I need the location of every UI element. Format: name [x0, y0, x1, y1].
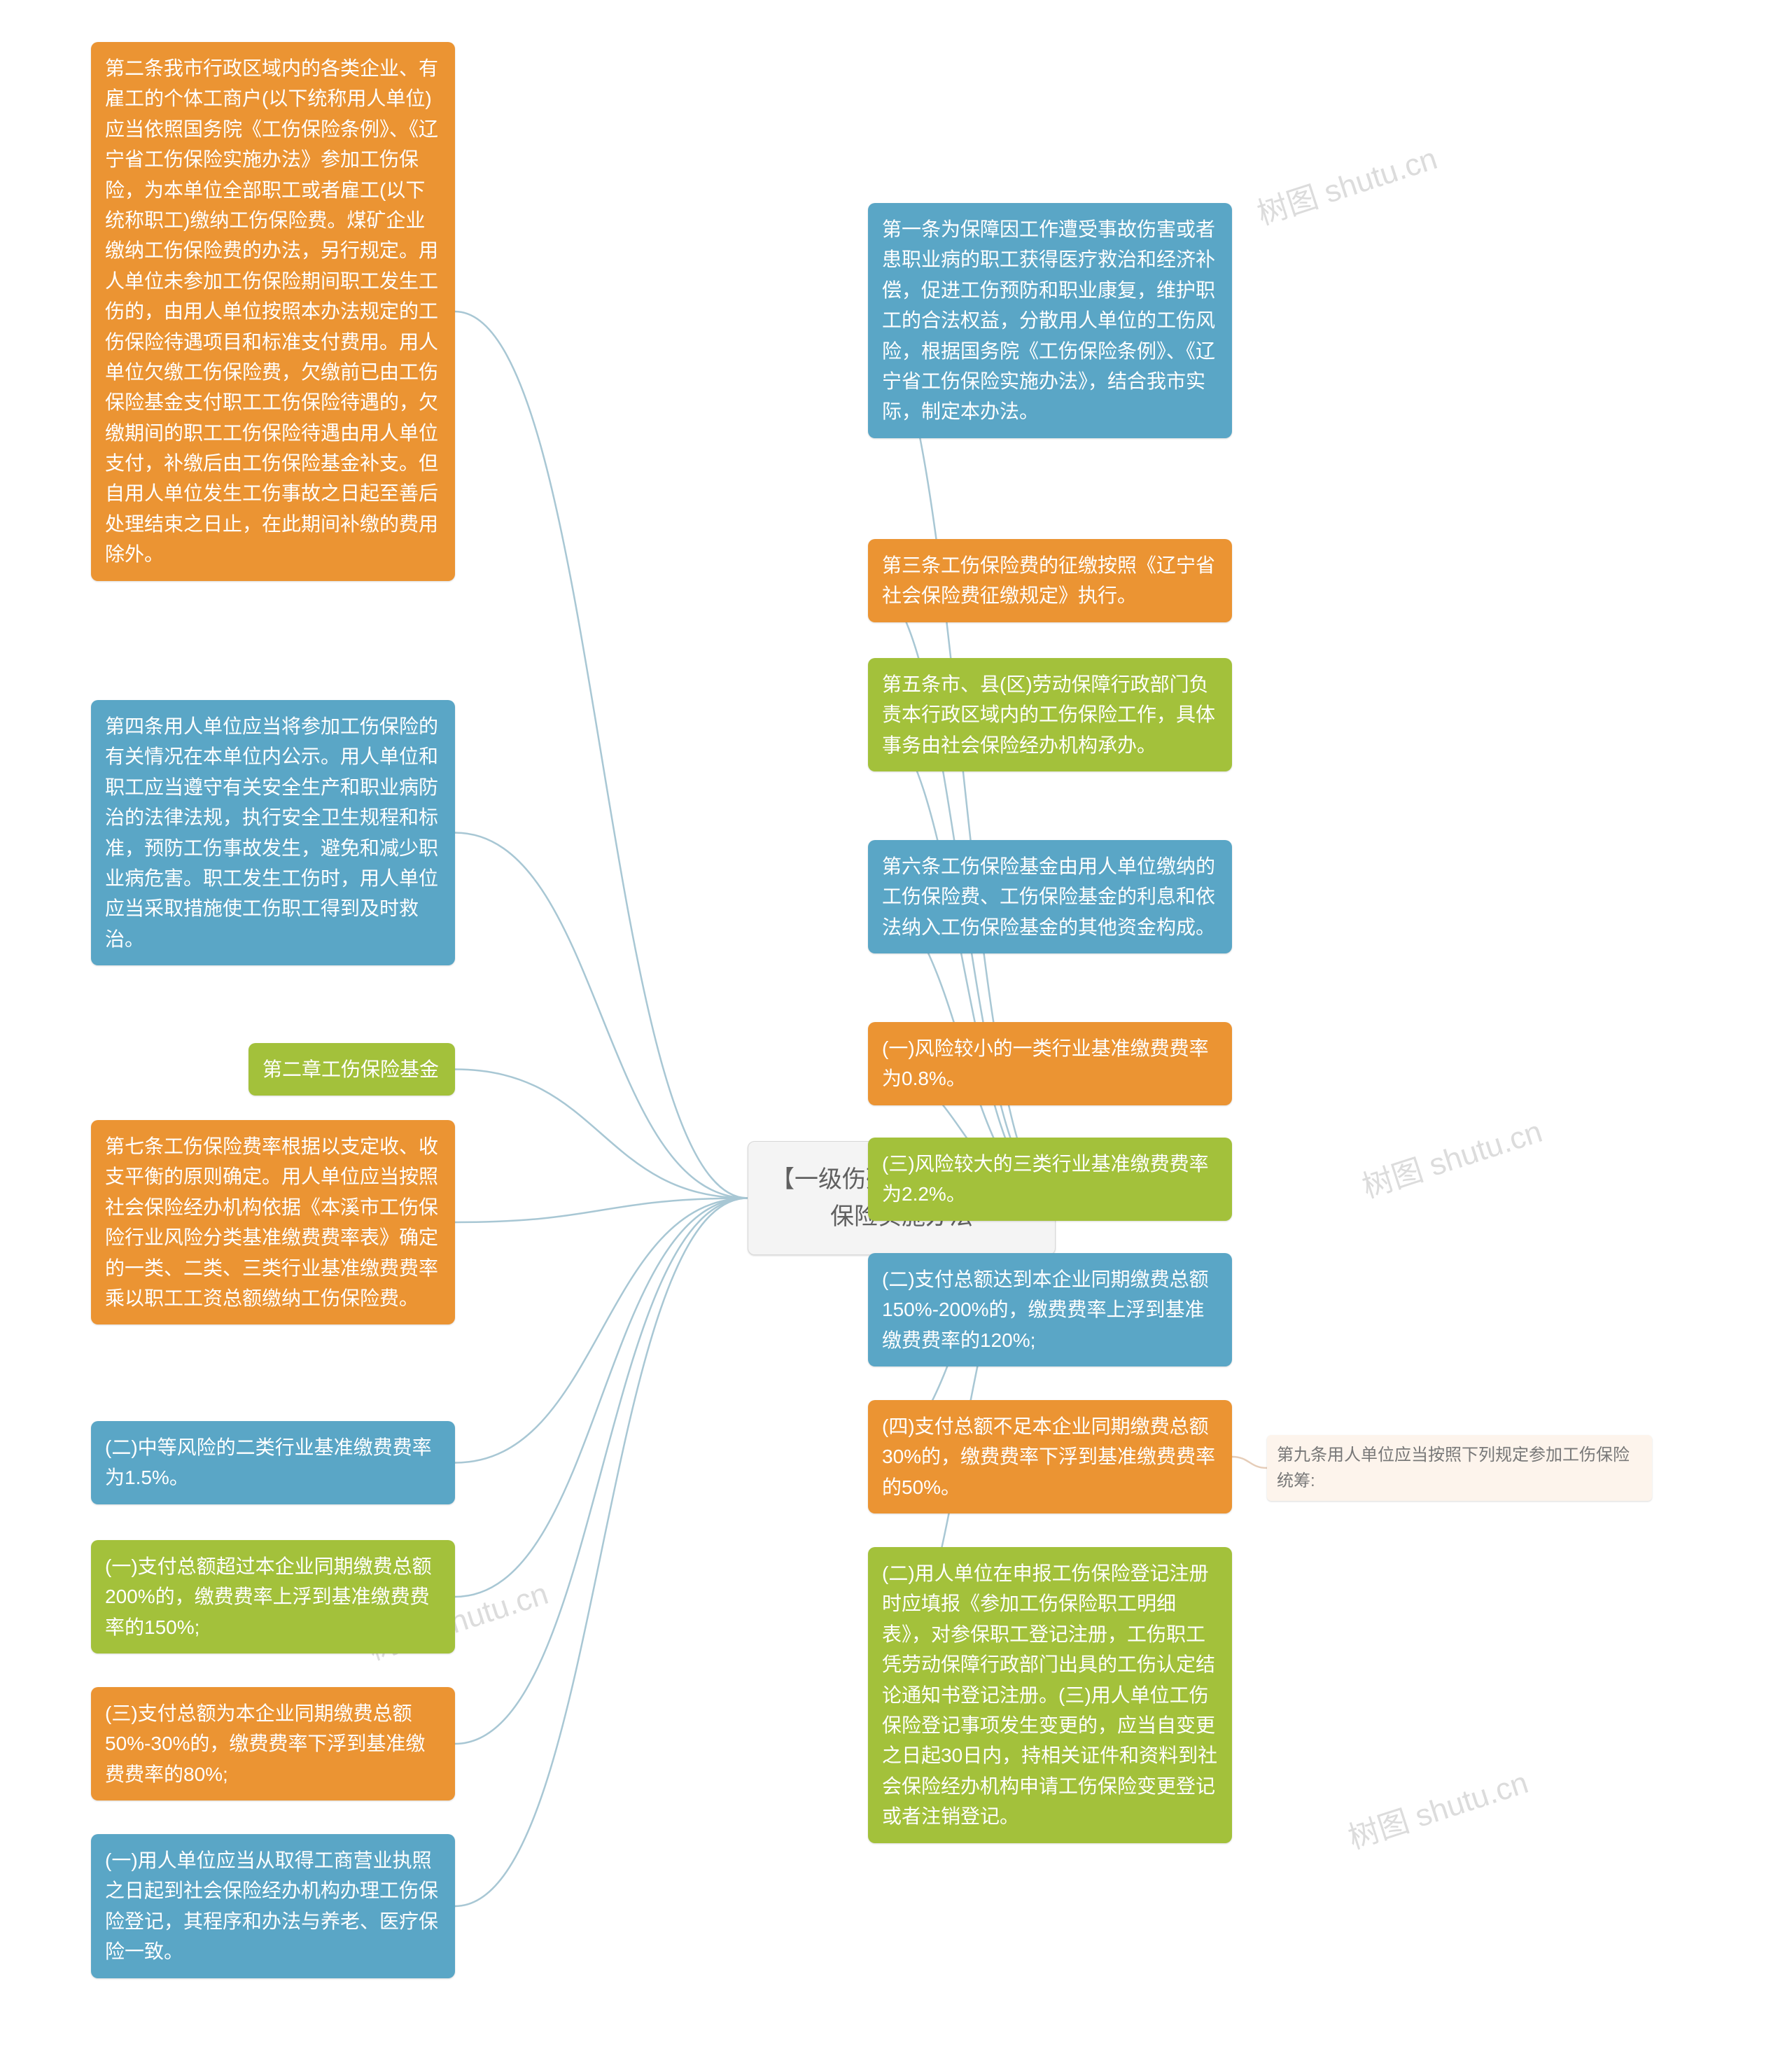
watermark: 树图 shutu.cn	[1251, 133, 1442, 233]
left-node: 第二章工伤保险基金	[248, 1043, 455, 1096]
right-node: 第一条为保障因工作遭受事故伤害或者患职业病的职工获得医疗救治和经济补偿，促进工伤…	[868, 203, 1232, 438]
left-node: 第七条工伤保险费率根据以支定收、收支平衡的原则确定。用人单位应当按照社会保险经办…	[91, 1120, 455, 1324]
right-node: (二)支付总额达到本企业同期缴费总额150%-200%的，缴费费率上浮到基准缴费…	[868, 1253, 1232, 1366]
watermark: 树图 shutu.cn	[1342, 1757, 1533, 1857]
sub-node: 第九条用人单位应当按照下列规定参加工伤保险统筹:	[1267, 1435, 1652, 1501]
left-node: (一)支付总额超过本企业同期缴费总额200%的，缴费费率上浮到基准缴费费率的15…	[91, 1540, 455, 1653]
mindmap-canvas: 树图 shutu.cn 树图 shutu.cn 树图 shutu.cn 树图 s…	[0, 0, 1792, 2070]
left-node: 第二条我市行政区域内的各类企业、有雇工的个体工商户(以下统称用人单位)应当依照国…	[91, 42, 455, 581]
right-node: 第三条工伤保险费的征缴按照《辽宁省社会保险费征缴规定》执行。	[868, 539, 1232, 622]
right-node: (一)风险较小的一类行业基准缴费费率为0.8%。	[868, 1022, 1232, 1105]
left-node: (二)中等风险的二类行业基准缴费费率为1.5%。	[91, 1421, 455, 1504]
left-node: (一)用人单位应当从取得工商营业执照之日起到社会保险经办机构办理工伤保险登记，其…	[91, 1834, 455, 1978]
right-node: (三)风险较大的三类行业基准缴费费率为2.2%。	[868, 1138, 1232, 1221]
right-node: 第六条工伤保险基金由用人单位缴纳的工伤保险费、工伤保险基金的利息和依法纳入工伤保…	[868, 840, 1232, 953]
right-node: (二)用人单位在申报工伤保险登记注册时应填报《参加工伤保险职工明细表》，对参保职…	[868, 1547, 1232, 1843]
left-node: 第四条用人单位应当将参加工伤保险的有关情况在本单位内公示。用人单位和职工应当遵守…	[91, 700, 455, 965]
left-node: (三)支付总额为本企业同期缴费总额50%-30%的，缴费费率下浮到基准缴费费率的…	[91, 1687, 455, 1800]
watermark: 树图 shutu.cn	[1356, 1106, 1547, 1206]
right-node: 第五条市、县(区)劳动保障行政部门负责本行政区域内的工伤保险工作，具体事务由社会…	[868, 658, 1232, 771]
right-node: (四)支付总额不足本企业同期缴费总额30%的，缴费费率下浮到基准缴费费率的50%…	[868, 1400, 1232, 1513]
